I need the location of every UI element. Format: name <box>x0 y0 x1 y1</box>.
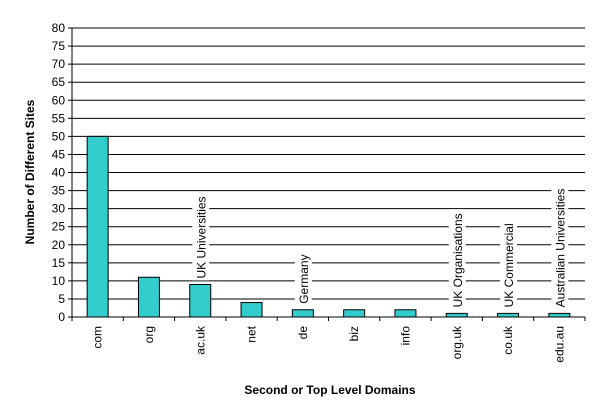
annotation-label: Germany <box>297 254 311 303</box>
bar-com <box>86 135 109 318</box>
bar-co-uk <box>497 312 520 318</box>
y-tick-label: 10 <box>52 274 66 288</box>
x-axis-title: Second or Top Level Domains <box>244 383 415 397</box>
y-tick-label: 40 <box>52 166 66 180</box>
y-tick-label: 0 <box>58 310 65 324</box>
y-tick-label: 35 <box>52 184 66 198</box>
x-tick-label: de <box>296 326 310 340</box>
bar-biz <box>343 309 366 318</box>
y-tick-label: 15 <box>52 256 66 270</box>
x-tick-label: info <box>398 326 412 346</box>
y-tick-label: 50 <box>52 129 66 143</box>
bar-info <box>394 309 417 318</box>
annotation-co-uk: UK Commercial <box>500 219 518 310</box>
y-tick-label: 30 <box>52 202 66 216</box>
y-tick-label: 20 <box>52 238 66 252</box>
y-tick-label: 45 <box>52 147 66 161</box>
bar-de <box>291 309 314 318</box>
y-tick-label: 65 <box>52 75 66 89</box>
annotation-label: UK Universities <box>194 196 208 278</box>
bar-net <box>240 302 263 318</box>
x-tick-label: org.uk <box>450 325 464 359</box>
annotations: UK Universities Germany UK Organisations UK… <box>192 184 569 310</box>
y-tick-label: 25 <box>52 220 66 234</box>
x-tick-label: net <box>245 325 259 342</box>
annotation-label: Australian Universities <box>553 189 567 308</box>
y-tick-label: 55 <box>52 111 66 125</box>
annotation-ac-uk: UK Universities <box>192 192 210 281</box>
y-axis-title: Number of Different Sites <box>23 99 37 244</box>
annotation-backing <box>448 209 466 310</box>
y-tick-label: 5 <box>58 292 65 306</box>
annotation-edu-au: Australian Universities <box>551 184 569 310</box>
bar-org <box>137 276 160 318</box>
axes <box>68 27 586 321</box>
x-tick-label: edu.au <box>552 326 566 363</box>
annotation-label: UK Organisations <box>451 213 465 307</box>
annotation-backing <box>551 184 569 310</box>
x-tick-label: co.uk <box>501 325 515 355</box>
bar-edu-au <box>548 312 571 318</box>
bar-ac-uk <box>189 283 212 318</box>
annotation-org-uk: UK Organisations <box>448 209 466 310</box>
annotation-label: UK Commercial <box>502 223 516 307</box>
x-tick-labels: com org ac.uk net de biz info org.uk co.uk edu.au <box>91 325 567 363</box>
x-tick-label: org <box>142 326 156 343</box>
y-tick-labels: 0 5 10 15 20 25 30 35 40 45 50 55 60 65 70 75 80 <box>52 21 66 324</box>
bars <box>86 135 571 318</box>
y-tick-label: 80 <box>52 21 66 35</box>
annotation-backing <box>294 250 312 306</box>
x-tick-label: com <box>91 326 105 349</box>
y-tick-label: 70 <box>52 57 66 71</box>
annotation-de: Germany <box>294 250 312 306</box>
annotation-backing <box>192 192 210 281</box>
x-tick-label: ac.uk <box>193 325 207 355</box>
gridlines <box>72 27 585 300</box>
y-tick-label: 75 <box>52 39 66 53</box>
x-tick-label: biz <box>347 326 361 341</box>
y-tick-label: 60 <box>52 93 66 107</box>
annotation-backing <box>500 219 518 310</box>
bar-org-uk <box>445 312 468 318</box>
